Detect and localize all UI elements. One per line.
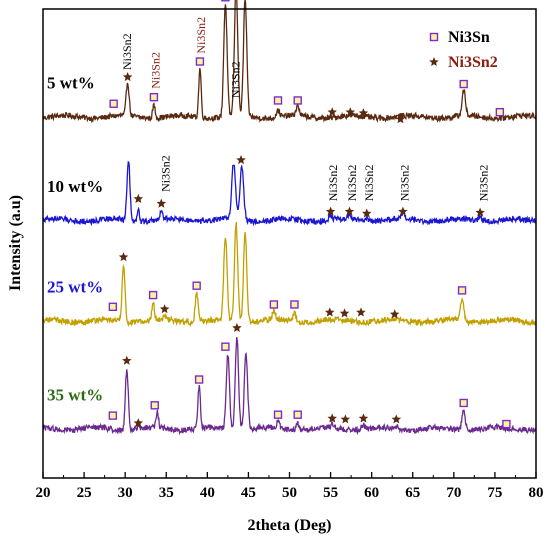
ni3sn-marker (273, 410, 283, 419)
ni3sn2-marker (118, 252, 129, 262)
peak-annotation: Ni3Sn2 (120, 33, 134, 70)
ni3sn2-marker (345, 107, 356, 117)
x-axis: 20 25 30 35 40 45 50 55 60 65 70 75 80 (36, 472, 544, 501)
peak-annotation: Ni3Sn2 (362, 165, 376, 202)
ni3sn2-marker (398, 206, 408, 216)
series-25-wt-: 25 wt% (42, 222, 537, 328)
peak-annotation: Ni3Sn2 (326, 165, 340, 202)
x-tick-label: 55 (323, 485, 338, 501)
ni3sn-marker (194, 375, 204, 384)
legend-label: Ni3Sn (448, 29, 490, 46)
ni3sn2-marker (344, 206, 355, 216)
series-label: 10 wt% (47, 177, 103, 196)
ni3sn-marker (429, 32, 439, 42)
series-label: 25 wt% (47, 278, 103, 297)
ni3sn2-marker (325, 206, 336, 216)
ni3sn2-marker (429, 57, 439, 66)
ni3sn2-marker (133, 193, 144, 203)
ni3sn2-marker (389, 309, 400, 319)
ni3sn-marker (108, 302, 118, 312)
ni3sn2-marker (327, 413, 337, 423)
ni3sn-marker (109, 99, 118, 108)
x-tick-label: 30 (118, 485, 133, 501)
series-line (42, 222, 537, 328)
ni3sn-marker (293, 96, 302, 105)
plot-frame (42, 8, 537, 479)
ni3sn2-marker (159, 304, 170, 314)
peak-annotation: Ni3Sn2 (476, 165, 490, 202)
ni3sn-marker (148, 290, 158, 300)
x-tick-label: 60 (364, 485, 379, 501)
x-tick-label: 65 (405, 485, 420, 501)
ni3sn2-marker (122, 355, 132, 365)
peak-annotation: Ni3Sn2 (398, 165, 412, 202)
x-tick-label: 20 (36, 485, 51, 501)
ni3sn2-marker (358, 413, 369, 423)
series-line (42, 160, 537, 227)
peak-annotation: Ni3Sn2 (194, 17, 208, 54)
series-35-wt-: 35 wt% (42, 322, 537, 436)
ni3sn2-marker (340, 414, 351, 424)
x-tick-label: 25 (77, 485, 92, 501)
ni3sn-marker (459, 79, 468, 89)
x-tick-label: 35 (159, 485, 174, 501)
ni3sn-marker (150, 401, 159, 410)
series-label: 5 wt% (47, 74, 95, 93)
series-label: 35 wt% (47, 386, 103, 405)
x-tick-label: 75 (487, 485, 502, 501)
x-tick-label: 80 (529, 485, 544, 501)
legend-label: Ni3Sn2 (448, 54, 498, 71)
ni3sn-marker (192, 281, 201, 290)
peak-annotation: Ni3Sn2 (228, 61, 242, 98)
ni3sn2-marker (356, 307, 366, 317)
ni3sn2-marker (122, 72, 133, 82)
x-tick-label: 45 (241, 485, 256, 501)
x-axis-label: 2theta (Deg) (248, 517, 332, 534)
series-10-wt-: 10 wt% Ni3Sn2 Ni3Sn2 Ni3Sn2 Ni3Sn2 Ni3Sn2 Ni3S… (42, 155, 537, 227)
ni3sn2-marker (395, 114, 406, 124)
ni3sn-marker (293, 410, 302, 419)
ni3sn-marker (457, 286, 467, 295)
ni3sn-marker (195, 57, 205, 66)
legend: Ni3Sn Ni3Sn2 (429, 29, 498, 71)
ni3sn2-marker (362, 208, 372, 218)
ni3sn2-marker (325, 307, 335, 317)
ni3sn2-marker (339, 308, 350, 318)
series-5-wt-: 5 wt% Ni3Sn2 Ni3Sn2 Ni3Sn2 Ni3Sn2 (42, 0, 537, 124)
peak-annotation: Ni3Sn2 (158, 155, 172, 192)
ni3sn2-marker (391, 414, 402, 424)
x-tick-label: 40 (200, 485, 215, 501)
ni3sn-marker (108, 411, 118, 420)
peak-annotation: Ni3Sn2 (345, 165, 359, 202)
ni3sn-marker (273, 96, 283, 105)
ni3sn-marker (149, 92, 159, 102)
ni3sn2-marker (475, 207, 485, 217)
x-tick-label: 70 (446, 485, 461, 501)
peak-annotation: Ni3Sn2 (149, 52, 163, 89)
ni3sn2-marker (358, 108, 369, 118)
ni3sn-marker (502, 419, 511, 429)
ni3sn2-marker (327, 107, 337, 117)
ni3sn-marker (221, 0, 230, 2)
ni3sn-marker (290, 300, 299, 309)
ni3sn2-marker (232, 322, 242, 332)
ni3sn-marker (221, 342, 230, 351)
ni3sn-marker (269, 300, 279, 309)
series-line (42, 0, 537, 124)
ni3sn2-marker (156, 198, 167, 208)
ni3sn-marker (495, 107, 505, 117)
series-line (42, 337, 537, 436)
ni3sn2-marker (236, 155, 246, 165)
y-axis-label: Intensity (a.u) (7, 195, 24, 291)
ni3sn-marker (459, 398, 468, 408)
x-tick-label: 50 (282, 485, 297, 501)
ni3sn2-marker (133, 418, 144, 428)
